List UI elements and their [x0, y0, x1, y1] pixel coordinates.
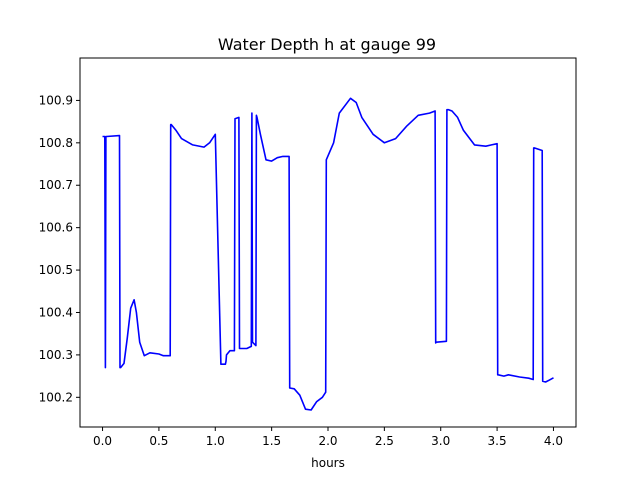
y-tick-label: 100.9 — [39, 93, 73, 107]
series-line — [102, 97, 554, 411]
x-tick-label: 0.0 — [93, 434, 112, 448]
y-tick-label: 100.5 — [39, 263, 73, 277]
x-tick-label: 2.5 — [375, 434, 394, 448]
x-tick-label: 1.5 — [262, 434, 281, 448]
y-tick-label: 100.2 — [39, 390, 73, 404]
y-tick-label: 100.6 — [39, 221, 73, 235]
chart-title: Water Depth h at gauge 99 — [218, 35, 436, 54]
y-tick-label: 100.7 — [39, 178, 73, 192]
x-tick-label: 3.5 — [488, 434, 507, 448]
y-tick-label: 100.3 — [39, 348, 73, 362]
series-layer — [102, 97, 554, 411]
y-axis: 100.2 100.3 100.4 100.5 100.6 100.7 100.8 100.9 — [39, 93, 80, 404]
x-tick-label: 1.0 — [206, 434, 225, 448]
y-tick-label: 100.4 — [39, 305, 73, 319]
x-tick-label: 0.5 — [149, 434, 168, 448]
x-axis-label: hours — [311, 456, 345, 470]
x-axis: 0.0 0.5 1.0 1.5 2.0 2.5 3.0 3.5 4.0 — [93, 427, 563, 448]
plot-area-frame — [79, 57, 577, 428]
x-tick-label: 3.0 — [431, 434, 450, 448]
y-tick-label: 100.8 — [39, 136, 73, 150]
x-tick-label: 4.0 — [544, 434, 563, 448]
x-tick-label: 2.0 — [318, 434, 337, 448]
